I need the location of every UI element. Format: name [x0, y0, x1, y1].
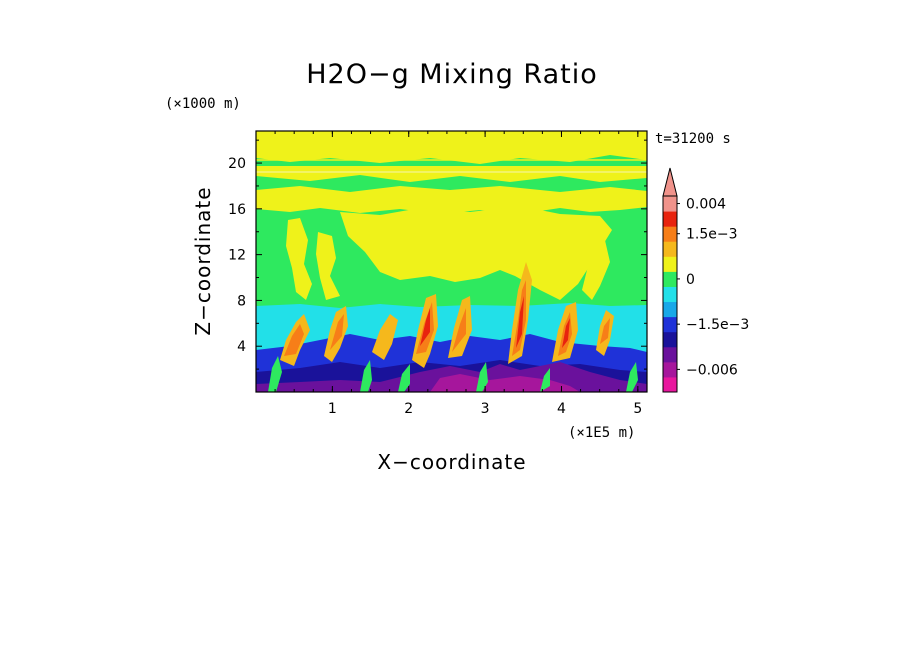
moist-plume-right	[582, 236, 610, 300]
colorbar-segment	[663, 361, 677, 378]
colorbar-extend-arrow	[662, 167, 678, 197]
colorbar-segment	[663, 301, 677, 318]
mixed-streaks	[268, 356, 638, 392]
colorbar-segment	[663, 241, 677, 257]
colorbar-segment	[663, 316, 677, 333]
colorbar-segment	[663, 376, 677, 393]
x-tick-label: 3	[481, 401, 490, 417]
colorbar-segment	[663, 226, 677, 242]
x-tick-label: 2	[404, 401, 413, 417]
colorbar-tick-label: −1.5e−3	[686, 317, 749, 333]
y-axis-title: Z−coordinate	[191, 186, 215, 335]
x-tick-label: 5	[633, 401, 642, 417]
chart-title: H2O−g Mixing Ratio	[306, 59, 598, 90]
moist-layer-16km	[256, 186, 647, 214]
x-tick-label: 1	[328, 401, 337, 417]
y-tick-label: 4	[237, 339, 246, 355]
x-axis: 1 2 3 4 5	[274, 131, 642, 417]
y-tick-label: 16	[228, 202, 246, 218]
y-tick-label: 8	[237, 293, 246, 309]
y-tick-label: 12	[228, 248, 246, 264]
colorbar-segment	[663, 346, 677, 363]
x-unit-label: (×1E5 m)	[568, 425, 635, 441]
x-tick-label: 4	[557, 401, 566, 417]
y-unit-label: (×1000 m)	[165, 96, 241, 112]
colorbar-tick-label: 1.5e−3	[686, 227, 738, 243]
y-tick-label: 20	[228, 156, 246, 172]
upper-moist-band	[256, 131, 647, 164]
colorbar-frame	[662, 195, 678, 393]
colorbar-segment	[663, 271, 677, 287]
plot-area	[256, 131, 647, 392]
colorbar-tick-label: 0.004	[686, 197, 726, 213]
time-label: t=31200 s	[655, 131, 731, 147]
y-axis: 4 8 12 16 20	[228, 139, 647, 370]
colorbar-segment	[663, 211, 677, 227]
colorbar-segment	[663, 256, 677, 272]
colorbar-segment	[663, 286, 677, 303]
moist-plume-left-2	[316, 232, 340, 300]
moist-anomaly-center	[340, 206, 612, 300]
x-axis-title: X−coordinate	[377, 450, 526, 474]
colorbar-tick-label: 0	[686, 272, 695, 288]
colorbar-segment	[663, 331, 677, 348]
plot-frame	[255, 130, 648, 393]
moist-plume-left	[286, 218, 312, 300]
colorbar-segment	[663, 196, 677, 212]
upper-moist-band-2	[256, 166, 647, 182]
colorbar-tick-label: −0.006	[686, 362, 738, 378]
colorbar: 0.004 1.5e−3 0 −1.5e−3 −0.006	[662, 167, 749, 393]
convective-plumes	[280, 262, 614, 368]
